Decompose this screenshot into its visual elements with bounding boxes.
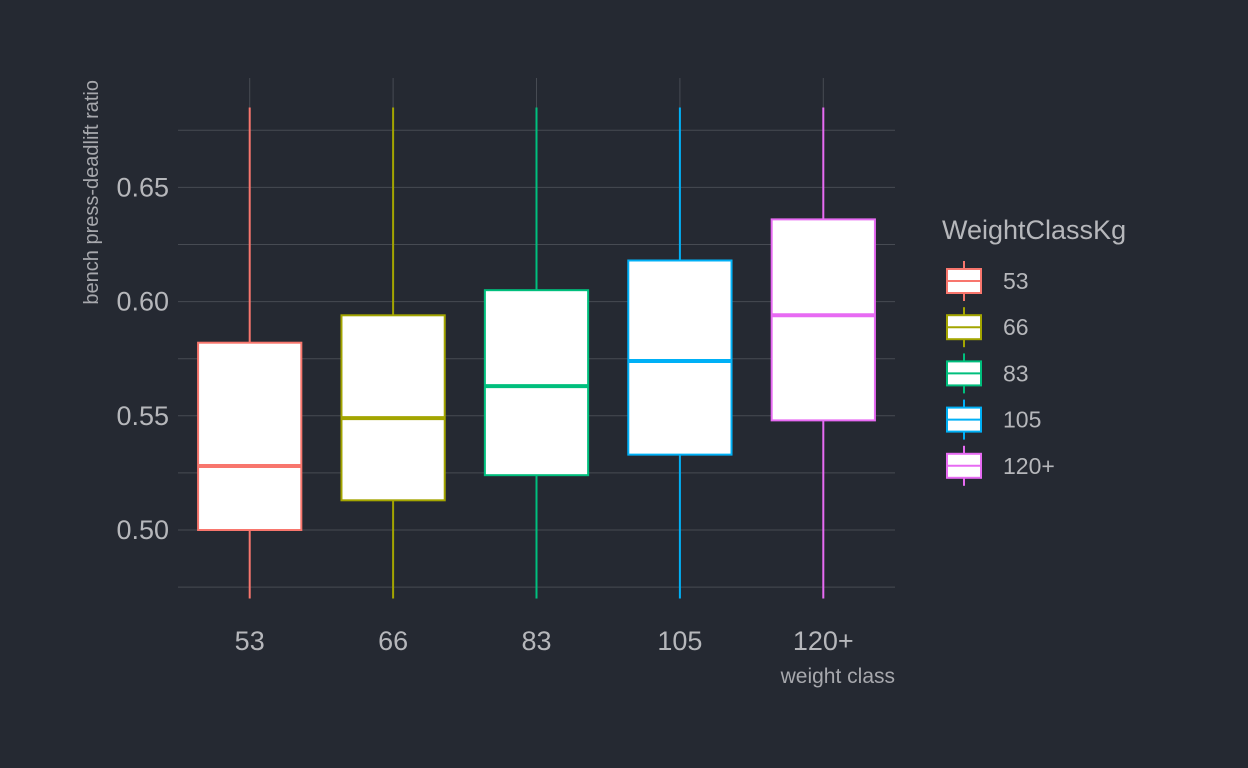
legend-entries: 53 66 83 105 120+ xyxy=(946,261,1055,486)
boxes xyxy=(197,107,876,599)
legend-label: 53 xyxy=(1003,268,1029,294)
x-axis-title: weight class xyxy=(780,665,895,688)
box-iqr xyxy=(197,341,303,531)
x-axis-ticks: 53 66 83 105 120+ xyxy=(235,626,854,656)
legend-label: 66 xyxy=(1003,314,1029,340)
box-iqr xyxy=(770,218,876,422)
box-105 xyxy=(627,107,733,599)
box-120+ xyxy=(770,107,876,599)
x-tick-label: 66 xyxy=(378,626,408,656)
x-tick-label: 105 xyxy=(657,626,702,656)
box-83 xyxy=(483,107,590,599)
box-53 xyxy=(197,107,303,599)
y-axis-ticks: 0.50 0.55 0.60 0.65 xyxy=(116,172,169,545)
y-tick-label: 0.55 xyxy=(116,401,169,431)
x-tick-label: 83 xyxy=(521,626,551,656)
legend-entry: 105 xyxy=(946,399,1041,440)
legend-entry: 66 xyxy=(946,307,1029,348)
legend-label: 83 xyxy=(1003,360,1029,386)
y-tick-label: 0.60 xyxy=(116,287,169,317)
box-iqr xyxy=(627,259,733,456)
legend-label: 120+ xyxy=(1003,453,1055,479)
y-axis-title: bench press-deadlift ratio xyxy=(81,80,103,305)
box-iqr xyxy=(483,289,590,477)
box-66 xyxy=(340,107,446,599)
legend: WeightClassKg 53 66 83 105 120+ xyxy=(942,215,1126,486)
legend-label: 105 xyxy=(1003,407,1041,433)
legend-entry: 83 xyxy=(946,353,1029,394)
box-iqr xyxy=(340,314,446,502)
x-tick-label: 53 xyxy=(235,626,265,656)
legend-entry: 53 xyxy=(946,261,1029,301)
x-tick-label: 120+ xyxy=(793,626,854,656)
legend-entry: 120+ xyxy=(946,445,1055,486)
y-tick-label: 0.65 xyxy=(116,172,169,202)
y-tick-label: 0.50 xyxy=(116,515,169,545)
legend-title: WeightClassKg xyxy=(942,215,1126,245)
